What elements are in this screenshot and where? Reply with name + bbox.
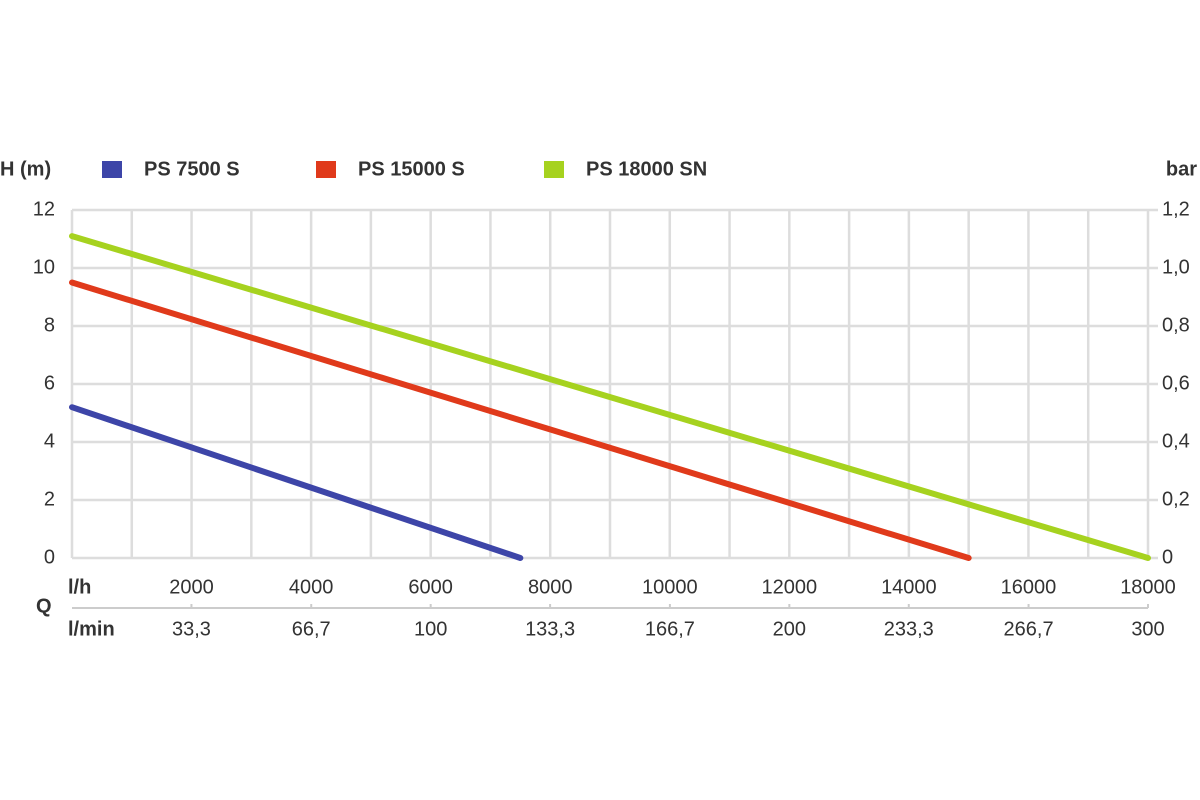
x2-row-label: l/min	[68, 618, 115, 640]
x-row-label: l/h	[68, 576, 91, 598]
line	[69, 279, 972, 561]
x2-tick-label: 266,7	[1004, 618, 1054, 640]
x-tick-label: 10000	[642, 576, 698, 598]
x-tick-label: 6000	[408, 576, 453, 598]
x2-tick-label: 133,3	[525, 618, 575, 640]
legend-swatch	[102, 161, 122, 178]
x-tick-label: 4000	[289, 576, 334, 598]
y2-axis-label: bar	[1166, 158, 1197, 180]
legend-swatch	[316, 161, 336, 178]
y2-tick-label: 0,8	[1162, 314, 1190, 336]
x-tick-label: 18000	[1120, 576, 1176, 598]
y-tick-label: 8	[44, 314, 55, 336]
x-tick-label: 2000	[169, 576, 214, 598]
legend-label: PS 15000 S	[358, 158, 465, 180]
y2-tick-label: 1,0	[1162, 256, 1190, 278]
legend-label: PS 18000 SN	[586, 158, 707, 180]
y2-tick-label: 0,4	[1162, 430, 1190, 452]
x2-tick-label: 166,7	[645, 618, 695, 640]
x-axis-label: Q	[36, 595, 52, 617]
legend-swatch	[544, 161, 564, 178]
legend-label: PS 7500 S	[144, 158, 240, 180]
y-tick-label: 6	[44, 372, 55, 394]
y-tick-label: 12	[33, 198, 55, 220]
y2-tick-label: 0,2	[1162, 488, 1190, 510]
x2-tick-label: 100	[414, 618, 447, 640]
y-tick-label: 10	[33, 256, 55, 278]
line	[69, 233, 1151, 561]
x-tick-label: 16000	[1001, 576, 1057, 598]
x2-tick-label: 233,3	[884, 618, 934, 640]
y2-tick-label: 0	[1162, 546, 1173, 568]
x-tick-label: 12000	[762, 576, 818, 598]
y2-tick-label: 0,6	[1162, 372, 1190, 394]
y-tick-label: 4	[44, 430, 55, 452]
y-tick-label: 0	[44, 546, 55, 568]
x2-tick-label: 33,3	[172, 618, 211, 640]
x2-tick-label: 66,7	[292, 618, 331, 640]
x-tick-label: 14000	[881, 576, 937, 598]
y2-tick-label: 1,2	[1162, 198, 1190, 220]
y-axis-label: H (m)	[0, 158, 51, 180]
x2-tick-label: 300	[1131, 618, 1164, 640]
x2-tick-label: 200	[773, 618, 806, 640]
line	[69, 404, 524, 561]
y-tick-label: 2	[44, 488, 55, 510]
x-tick-label: 8000	[528, 576, 573, 598]
